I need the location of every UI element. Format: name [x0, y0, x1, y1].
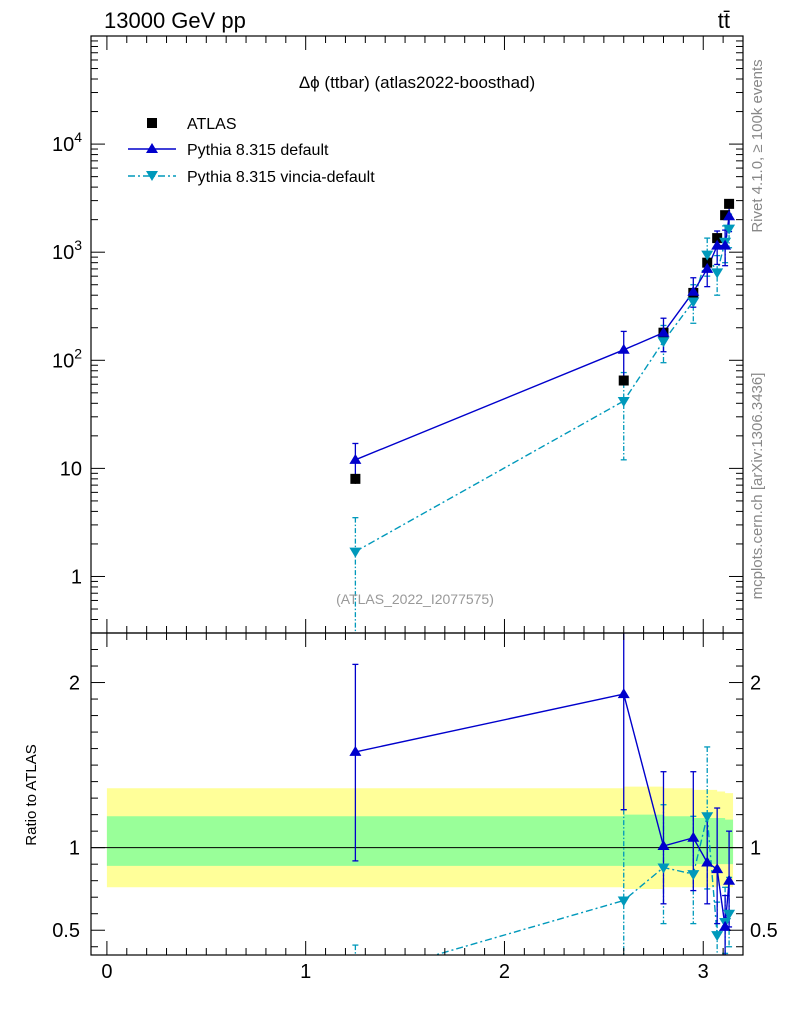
data-point-pythia-default — [617, 343, 630, 354]
data-point-pythia-vincia — [711, 268, 724, 279]
x-tick-labels: 0 1 2 3 — [101, 961, 708, 983]
ratio-point-pythia-vincia — [687, 870, 700, 881]
ratio-y-tick-label-right: 0.5 — [750, 920, 778, 942]
analysis-watermark: (ATLAS_2022_I2077575) — [336, 591, 494, 607]
ratio-point-pythia-vincia — [349, 974, 361, 984]
ratio-point-pythia-vincia — [617, 896, 630, 907]
ratio-y-tick-labels: 0.5 0.5 1 1 2 2 — [52, 673, 778, 943]
legend-entry-pythia-default: Pythia 8.315 default — [128, 142, 329, 159]
ratio-frame — [90, 632, 744, 956]
y-tick-label: 102 — [52, 345, 82, 372]
y-tick-label: 103 — [52, 237, 82, 264]
data-point-atlas — [702, 257, 713, 268]
data-point-pythia-default — [687, 285, 700, 296]
mcplots-label: mcplots.cern.ch [arXiv:1306.3436] — [749, 373, 766, 600]
legend: ATLAS Pythia 8.315 default Pythia 8.315 … — [128, 116, 375, 186]
data-point-pythia-vincia — [349, 547, 362, 558]
ratio-point-pythia-default — [687, 831, 700, 842]
data-point-pythia-vincia — [657, 337, 670, 348]
ratio-point-pythia-vincia — [711, 931, 724, 942]
main-y-tick-labels: 1 10 102 103 104 — [52, 129, 82, 588]
ratio-point-pythia-default — [723, 874, 736, 885]
ratio-point-pythia-default — [349, 745, 362, 756]
data-point-atlas — [724, 198, 735, 209]
ratio-point-pythia-default — [711, 863, 724, 874]
main-panel: 1 10 102 103 104 Δϕ (ttbar) (atlas2022-boost… — [52, 35, 744, 634]
ratio-plot-area — [91, 633, 743, 984]
data-point-atlas — [720, 210, 731, 221]
ratio-panel: 0.5 0.5 1 1 2 2 0 1 2 3 Ratio to ATLAS — [23, 632, 778, 984]
ratio-y-axis-label: Ratio to ATLAS — [23, 744, 40, 845]
x-tick-label: 1 — [300, 961, 311, 983]
legend-label-pythia-vincia: Pythia 8.315 vincia-default — [187, 169, 375, 186]
x-tick-label: 3 — [698, 961, 709, 983]
ratio-point-pythia-default — [701, 856, 714, 867]
ratio-point-pythia-default — [657, 840, 670, 851]
data-point-atlas — [350, 473, 361, 484]
energy-label: 13000 GeV pp — [104, 8, 246, 33]
process-label: tt̄ — [718, 8, 730, 33]
data-point-atlas — [618, 375, 629, 386]
ratio-y-tick-label-left: 0.5 — [52, 920, 80, 942]
data-point-atlas — [712, 233, 723, 244]
ratio-y-tick-label-right: 2 — [750, 673, 761, 695]
x-tick-label: 0 — [101, 961, 112, 983]
ratio-point-pythia-vincia — [657, 863, 670, 874]
legend-marker-atlas — [147, 118, 157, 128]
legend-marker-pythia-default — [146, 143, 158, 153]
data-point-pythia-vincia — [701, 250, 714, 261]
ratio-line-pythia-vincia — [432, 816, 730, 955]
ratio-point-pythia-vincia — [701, 812, 714, 823]
ratio-y-tick-label-right: 1 — [750, 838, 761, 860]
main-plot-area — [349, 198, 736, 633]
series-line-pythia-default — [355, 216, 730, 461]
legend-label-pythia-default: Pythia 8.315 default — [187, 142, 329, 159]
ratio-y-tick-label-left: 1 — [69, 838, 80, 860]
y-tick-label: 10 — [60, 458, 82, 480]
legend-entry-atlas: ATLAS — [147, 116, 237, 133]
rivet-label: Rivet 4.1.0, ≥ 100k events — [749, 59, 766, 232]
chart-title: Δϕ (ttbar) (atlas2022-boosthad) — [299, 73, 535, 92]
ratio-line-pythia-default — [355, 693, 730, 928]
data-point-pythia-vincia — [723, 224, 736, 235]
data-point-pythia-default — [723, 210, 736, 221]
ratio-axis-ticks — [91, 632, 744, 955]
y-tick-label: 1 — [71, 566, 82, 588]
data-point-pythia-default — [349, 453, 362, 464]
data-point-pythia-vincia — [617, 397, 630, 408]
data-point-pythia-default — [657, 326, 670, 337]
legend-entry-pythia-vincia: Pythia 8.315 vincia-default — [128, 169, 375, 186]
series-line-pythia-vincia — [355, 228, 730, 553]
uncertainty-band-inner — [106, 814, 734, 866]
data-point-pythia-default — [711, 239, 724, 250]
legend-label-atlas: ATLAS — [187, 116, 237, 133]
data-point-pythia-default — [701, 262, 714, 273]
ratio-y-tick-label-left: 2 — [69, 673, 80, 695]
data-point-pythia-vincia — [687, 297, 700, 308]
data-point-pythia-default — [719, 239, 732, 250]
y-tick-label: 104 — [52, 129, 82, 156]
ratio-point-pythia-default — [617, 688, 630, 699]
ratio-point-pythia-vincia — [723, 909, 736, 920]
main-axis-ticks — [91, 35, 744, 634]
x-tick-label: 2 — [499, 961, 510, 983]
legend-marker-pythia-vincia — [146, 171, 158, 181]
ratio-point-pythia-default — [719, 920, 732, 931]
